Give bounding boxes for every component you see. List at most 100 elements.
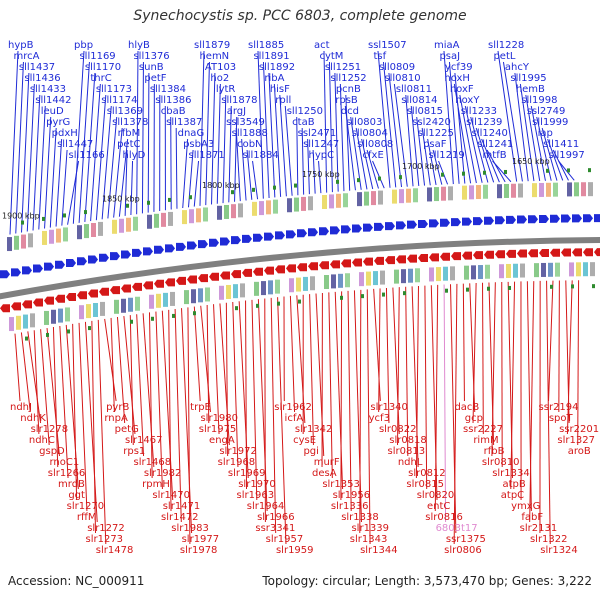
forward-gene-arrow xyxy=(506,215,516,224)
forward-gene-label: cfxE xyxy=(363,150,384,161)
reverse-gene-label: slr0815 xyxy=(406,479,444,490)
forward-gene-label: sll1878 xyxy=(221,95,257,106)
forward-gene-label: iap xyxy=(538,128,553,139)
forward-gene-arrow xyxy=(176,242,186,251)
forward-gene-label: sll1884 xyxy=(243,150,279,161)
forward-gene-arrow xyxy=(132,248,142,257)
feature-marker xyxy=(462,171,465,176)
reverse-gene-label: slr0813 xyxy=(388,446,426,457)
reverse-gene-label: engA xyxy=(209,435,235,446)
feature-block xyxy=(462,185,467,200)
feature-block xyxy=(364,191,369,206)
feature-block xyxy=(464,265,469,280)
reverse-gene-label: slr1972 xyxy=(219,446,257,457)
feature-block xyxy=(126,217,131,232)
forward-gene-label: sll0815 xyxy=(407,106,443,117)
forward-gene-connector xyxy=(273,83,282,197)
forward-gene-connector xyxy=(284,105,293,196)
feature-block xyxy=(154,213,159,228)
feature-block xyxy=(413,188,418,203)
forward-gene-label: ho2 xyxy=(210,73,229,84)
forward-gene-label: sll1997 xyxy=(549,150,585,161)
reverse-gene-connector xyxy=(104,318,117,402)
reverse-gene-connector xyxy=(491,282,496,457)
feature-block xyxy=(485,264,490,279)
feature-marker xyxy=(399,175,402,180)
forward-gene-connector xyxy=(355,127,368,190)
feature-block xyxy=(336,193,341,208)
forward-gene-label: hoxH xyxy=(444,73,470,84)
reverse-gene-label: slr1338 xyxy=(341,512,379,523)
forward-gene-label: sll1252 xyxy=(330,73,366,84)
reverse-gene-arrow xyxy=(506,249,516,258)
forward-gene-connector xyxy=(257,50,264,199)
reverse-gene-label: atpC xyxy=(501,490,524,501)
forward-gene-label: hypB xyxy=(8,40,34,51)
reverse-gene-label: dacB xyxy=(454,402,479,413)
forward-gene-connector xyxy=(377,50,391,188)
feature-marker xyxy=(172,313,175,318)
feature-marker xyxy=(336,179,339,184)
reverse-gene-arrow xyxy=(198,274,208,283)
forward-gene-label: rfbM xyxy=(118,128,141,139)
reverse-gene-label: trpE xyxy=(190,402,211,413)
reverse-gene-arrow xyxy=(176,276,186,285)
feature-block xyxy=(91,222,96,237)
forward-gene-arrow xyxy=(0,270,10,279)
feature-block xyxy=(196,208,201,223)
feature-block xyxy=(534,263,539,278)
forward-gene-label: sll1166 xyxy=(69,150,105,161)
forward-gene-connector xyxy=(438,160,449,185)
feature-block xyxy=(135,296,140,311)
forward-gene-connector xyxy=(90,83,101,222)
reverse-gene-label: ssr2201 xyxy=(559,424,599,435)
forward-gene-arrow xyxy=(495,216,505,225)
reverse-gene-label: ndhK xyxy=(20,413,46,424)
reverse-gene-label: pgi xyxy=(303,446,318,457)
feature-block xyxy=(590,262,595,277)
reverse-gene-label: spoT xyxy=(549,413,574,424)
forward-gene-label: sll0810 xyxy=(384,73,420,84)
reverse-gene-arrow xyxy=(154,279,164,288)
reverse-gene-label: slr1966 xyxy=(257,512,295,523)
reverse-gene-label: icfA xyxy=(285,413,304,424)
feature-block xyxy=(170,291,175,306)
forward-gene-arrow xyxy=(99,253,109,262)
reverse-gene-connector xyxy=(443,284,447,523)
feature-block xyxy=(79,305,84,320)
forward-gene-arrow xyxy=(418,219,428,228)
reverse-gene-label: slr1270 xyxy=(67,501,105,512)
forward-gene-connector xyxy=(350,116,362,190)
reverse-gene-label: rpmH xyxy=(142,479,170,490)
feature-block xyxy=(289,278,294,293)
forward-gene-connector xyxy=(193,160,200,207)
forward-gene-label: thrC xyxy=(90,73,111,84)
feature-marker xyxy=(277,301,280,306)
feature-block xyxy=(499,264,504,279)
reverse-gene-label: slr1982 xyxy=(144,468,182,479)
forward-gene-label: hemB xyxy=(516,84,545,95)
feature-block xyxy=(273,199,278,214)
reverse-gene-connector xyxy=(20,332,31,413)
reverse-gene-label: murF xyxy=(314,457,340,468)
reverse-gene-label: petG xyxy=(115,424,139,435)
forward-gene-connector xyxy=(382,61,397,188)
scale-tick-label: 1750 kbp xyxy=(302,170,340,179)
forward-gene-label: ahcY xyxy=(505,62,530,73)
reverse-gene-connector xyxy=(264,298,266,523)
feature-marker xyxy=(466,287,469,292)
feature-marker xyxy=(504,169,507,174)
reverse-gene-label: rimM xyxy=(473,435,498,446)
forward-gene-label: cbaB xyxy=(161,106,186,117)
reverse-gene-label: slr1467 xyxy=(125,435,163,446)
reverse-gene-label: ggt xyxy=(68,490,85,501)
feature-block xyxy=(14,235,19,250)
feature-block xyxy=(574,182,579,197)
feature-block xyxy=(373,271,378,286)
feature-block xyxy=(553,182,558,197)
forward-gene-connector xyxy=(252,160,259,200)
forward-gene-connector xyxy=(279,94,287,197)
feature-block xyxy=(581,182,586,197)
reverse-gene-connector xyxy=(213,304,220,435)
scale-tick-label: 1650 kbp xyxy=(512,157,550,166)
